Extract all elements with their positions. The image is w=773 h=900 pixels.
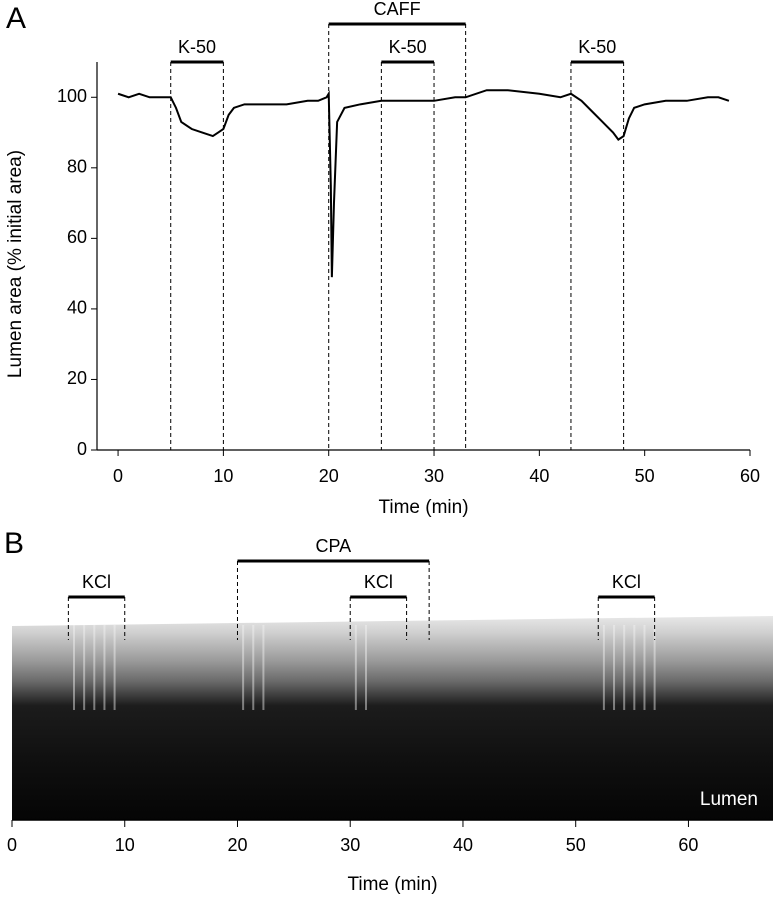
x-tick-label: 10 — [115, 835, 135, 855]
x-tick-label: 40 — [529, 466, 549, 486]
x-tick-label: 0 — [7, 835, 17, 855]
annotation-label: K-50 — [389, 37, 427, 57]
y-tick-label: 60 — [67, 227, 87, 247]
y-axis-label: Lumen area (% initial area) — [5, 150, 26, 378]
annotation-label: KCl — [82, 572, 111, 592]
x-axis-label: Time (min) — [347, 874, 437, 895]
x-tick-label: 10 — [213, 466, 233, 486]
annotation-label: K-50 — [578, 37, 616, 57]
x-tick-label: 0 — [113, 466, 123, 486]
y-tick-label: 80 — [67, 157, 87, 177]
x-tick-label: 30 — [340, 835, 360, 855]
image-label: Lumen — [700, 789, 758, 810]
panel-label: A — [6, 2, 26, 35]
x-tick-label: 60 — [678, 835, 698, 855]
kymograph — [12, 616, 773, 820]
y-tick-label: 40 — [67, 298, 87, 318]
annotation-label: CAFF — [374, 0, 421, 19]
x-tick-label: 60 — [740, 466, 760, 486]
x-tick-label: 50 — [566, 835, 586, 855]
annotation-label: KCl — [364, 572, 393, 592]
x-tick-label: 40 — [453, 835, 473, 855]
annotation-label: CPA — [315, 536, 351, 556]
y-tick-label: 0 — [77, 439, 87, 459]
annotation-label: KCl — [612, 572, 641, 592]
x-axis-label: Time (min) — [378, 497, 468, 518]
annotation-label: K-50 — [178, 37, 216, 57]
x-tick-label: 30 — [424, 466, 444, 486]
x-tick-label: 50 — [635, 466, 655, 486]
y-tick-label: 100 — [57, 86, 87, 106]
data-line — [117, 89, 730, 278]
x-tick-label: 20 — [319, 466, 339, 486]
panel-label: B — [4, 527, 24, 560]
y-tick-label: 20 — [67, 368, 87, 388]
x-tick-label: 20 — [227, 835, 247, 855]
